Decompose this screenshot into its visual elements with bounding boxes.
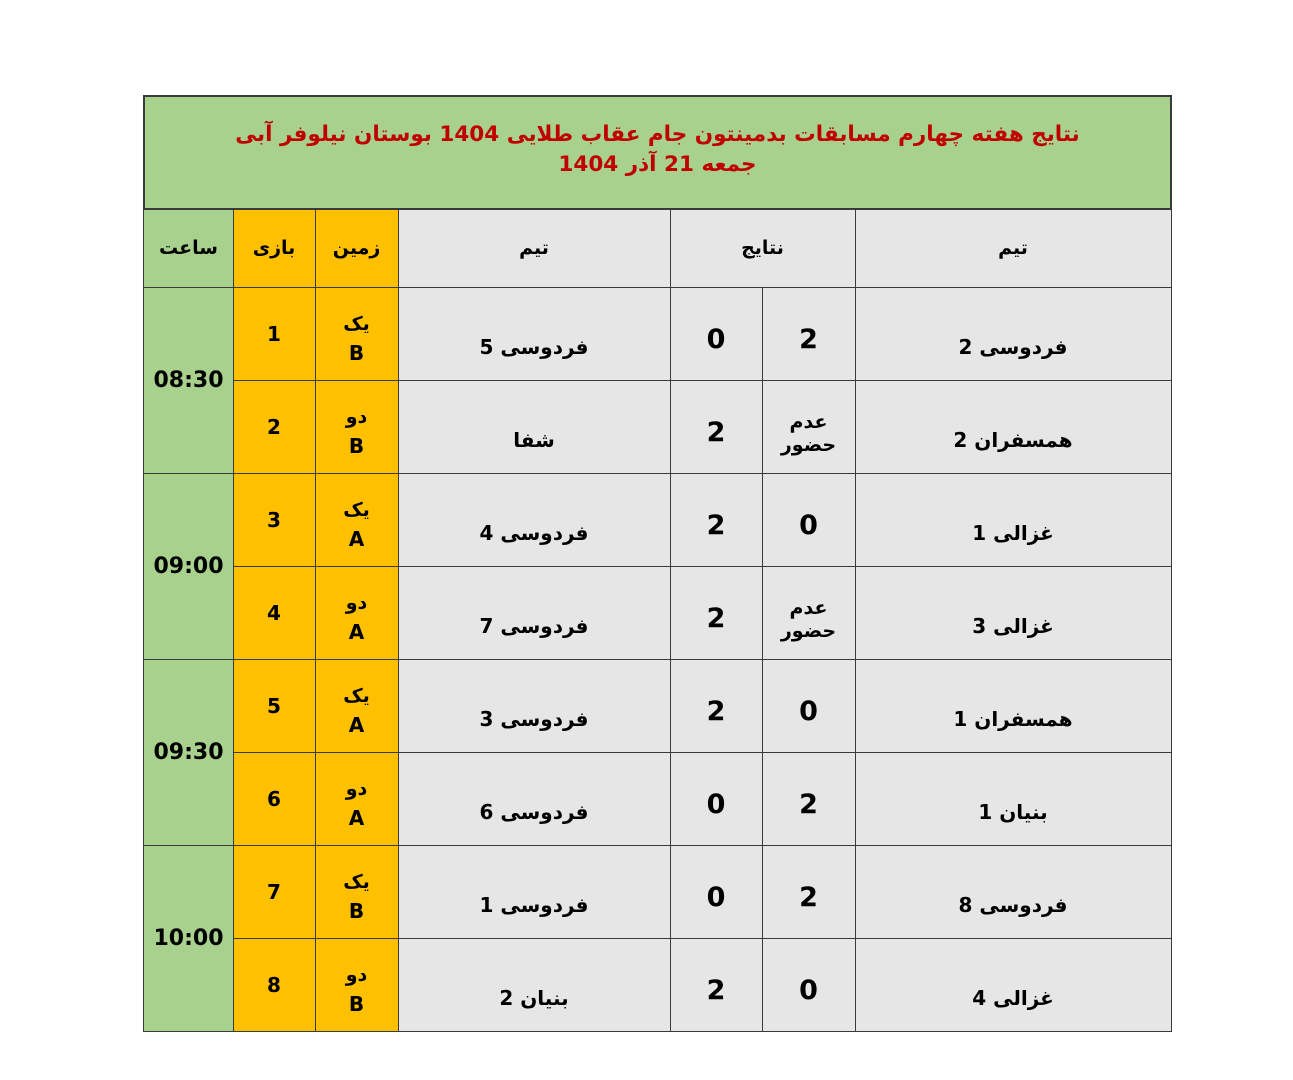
table-body: نتایج هفته چهارم مسابقات بدمینتون جام عق…: [142, 95, 1173, 1032]
court-letter: A: [348, 712, 365, 737]
cell-game-number: 3: [232, 472, 316, 567]
cell-court: یک B: [314, 286, 399, 381]
table-row: همسفران 2 عدم حضور 2 شفا دو B 2: [144, 379, 1172, 474]
cell-score-left: 2: [761, 751, 856, 846]
cell-court: یک B: [314, 844, 399, 939]
cell-time: 09:00: [143, 472, 234, 660]
cell-court: دو A: [314, 565, 399, 660]
court-letter: A: [348, 526, 365, 551]
cell-time: 10:00: [143, 844, 234, 1032]
court-number: دو: [345, 406, 368, 429]
court-letter: B: [348, 991, 365, 1016]
court-letter: B: [348, 433, 365, 458]
table-row: غزالی 1 0 2 فردوسی 4 یک A 3 09:00: [143, 472, 1172, 660]
court-number: دو: [345, 592, 368, 615]
table-row: بنیان 1 2 0 فردوسی 6 دو A 6: [144, 751, 1172, 846]
cell-game-number: 7: [232, 844, 316, 939]
page-title-line-1: نتایج هفته چهارم مسابقات بدمینتون جام عق…: [235, 121, 1080, 147]
title-row: نتایج هفته چهارم مسابقات بدمینتون جام عق…: [142, 95, 1173, 210]
cell-team-right: فردوسی 1: [397, 844, 671, 939]
header-game: بازی: [232, 208, 316, 288]
table-row: غزالی 3 عدم حضور 2 فردوسی 7 دو A 4: [144, 565, 1172, 660]
header-time: ساعت: [143, 208, 234, 288]
cell-score-right: 2: [669, 937, 763, 1032]
cell-game-number: 8: [232, 937, 316, 1032]
table-row: فردوسی 8 2 0 فردوسی 1 یک B 7 10:00: [143, 844, 1172, 1032]
cell-game-number: 5: [232, 658, 316, 753]
court-letter: A: [348, 805, 365, 830]
court-number: یک: [343, 499, 370, 522]
cell-team-left: همسفران 2: [854, 379, 1172, 474]
cell-score-left: 0: [761, 937, 856, 1032]
header-court: زمین: [314, 208, 399, 288]
cell-team-right: فردوسی 7: [397, 565, 671, 660]
header-results: نتایج: [669, 208, 856, 288]
cell-team-left: غزالی 4: [854, 937, 1172, 1032]
court-number: دو: [345, 964, 368, 987]
cell-team-left: همسفران 1: [854, 658, 1172, 753]
cell-game-number: 4: [232, 565, 316, 660]
cell-score-right: 2: [669, 472, 763, 567]
cell-team-right: شفا: [397, 379, 671, 474]
cell-court: دو B: [314, 937, 399, 1032]
cell-team-left: فردوسی 2: [854, 286, 1172, 381]
cell-court: دو A: [314, 751, 399, 846]
cell-game-number: 1: [232, 286, 316, 381]
court-letter: A: [348, 619, 365, 644]
cell-score-right: 0: [669, 844, 763, 939]
court-letter: B: [348, 898, 365, 923]
results-sheet: نتایج هفته چهارم مسابقات بدمینتون جام عق…: [142, 95, 1173, 1032]
cell-game-number: 6: [232, 751, 316, 846]
cell-team-left: فردوسی 8: [854, 844, 1172, 939]
cell-time: 09:30: [143, 658, 234, 846]
cell-score-left: عدم حضور: [761, 379, 856, 474]
cell-team-right: فردوسی 5: [397, 286, 671, 381]
cell-team-left: غزالی 3: [854, 565, 1172, 660]
table-row: فردوسی 2 2 0 فردوسی 5 یک B 1 08:30: [143, 286, 1172, 474]
court-number: دو: [345, 778, 368, 801]
cell-score-right: 2: [669, 658, 763, 753]
cell-score-right: 0: [669, 286, 763, 381]
match-results-table: نتایج هفته چهارم مسابقات بدمینتون جام عق…: [142, 95, 1173, 1032]
court-letter: B: [348, 340, 365, 365]
cell-score-right: 0: [669, 751, 763, 846]
table-title-cell: نتایج هفته چهارم مسابقات بدمینتون جام عق…: [142, 95, 1173, 210]
cell-court: یک A: [314, 472, 399, 567]
cell-court: دو B: [314, 379, 399, 474]
cell-team-right: فردوسی 4: [397, 472, 671, 567]
cell-score-left: 0: [761, 472, 856, 567]
cell-team-left: غزالی 1: [854, 472, 1172, 567]
cell-team-right: فردوسی 6: [397, 751, 671, 846]
page-title-line-2: جمعه 21 آذر 1404: [558, 152, 757, 178]
cell-game-number: 2: [232, 379, 316, 474]
header-team-right: تیم: [397, 208, 671, 288]
cell-score-left: 2: [761, 286, 856, 381]
column-header-row: تیم نتایج تیم زمین بازی ساعت: [143, 208, 1172, 288]
cell-score-left: 2: [761, 844, 856, 939]
cell-score-right: 2: [669, 565, 763, 660]
cell-score-left: عدم حضور: [761, 565, 856, 660]
cell-team-right: فردوسی 3: [397, 658, 671, 753]
cell-team-left: بنیان 1: [854, 751, 1172, 846]
cell-court: یک A: [314, 658, 399, 753]
court-number: یک: [343, 685, 370, 708]
court-number: یک: [343, 313, 370, 336]
header-team-left: تیم: [854, 208, 1172, 288]
cell-time: 08:30: [143, 286, 234, 474]
table-row: غزالی 4 0 2 بنیان 2 دو B 8: [144, 937, 1172, 1032]
cell-score-right: 2: [669, 379, 763, 474]
cell-team-right: بنیان 2: [397, 937, 671, 1032]
cell-score-left: 0: [761, 658, 856, 753]
court-number: یک: [343, 871, 370, 894]
table-row: همسفران 1 0 2 فردوسی 3 یک A 5 09:30: [143, 658, 1172, 846]
